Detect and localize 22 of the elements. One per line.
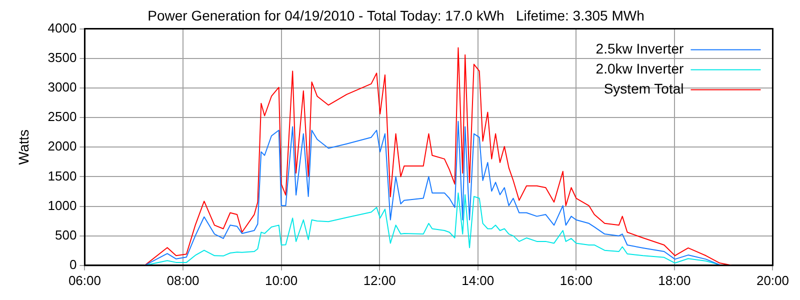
y-tick-label: 1000 xyxy=(48,198,77,213)
y-tick-label: 2500 xyxy=(48,109,77,124)
y-axis-title: Watts xyxy=(15,129,32,165)
legend-label: System Total xyxy=(604,80,684,97)
chart-title: Power Generation for 04/19/2010 - Total Today: 17.0 kWh Lifetime: 3.305 MWh xyxy=(148,7,644,24)
x-tick-label: 18:00 xyxy=(658,272,691,288)
x-tick-label: 12:00 xyxy=(363,272,396,288)
legend-label: 2.5kw Inverter xyxy=(596,40,684,57)
x-tick-label: 20:00 xyxy=(756,272,790,288)
x-tick-label: 06:00 xyxy=(68,272,101,288)
x-tick-label: 10:00 xyxy=(265,272,298,288)
y-tick-label: 0 xyxy=(69,256,77,272)
y-tick-label: 500 xyxy=(55,227,77,242)
x-tick-label: 08:00 xyxy=(166,272,200,288)
y-tick-label: 2000 xyxy=(48,138,77,154)
y-tick-label: 4000 xyxy=(48,20,77,36)
x-tick-label: 16:00 xyxy=(560,272,592,288)
x-tick-label: 14:00 xyxy=(462,272,494,288)
y-tick-label: 3500 xyxy=(48,50,77,65)
y-tick-label: 3000 xyxy=(48,80,77,95)
legend-label: 2.0kw Inverter xyxy=(596,60,684,77)
y-tick-label: 1500 xyxy=(48,168,77,184)
